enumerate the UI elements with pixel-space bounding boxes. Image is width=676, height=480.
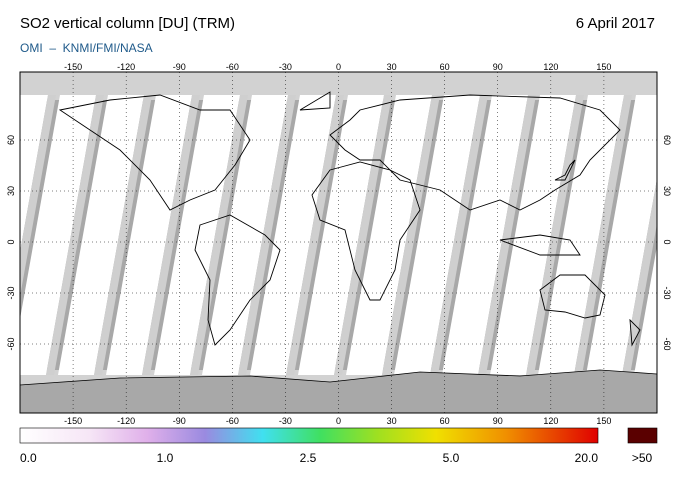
lon-label-bottom: -60 — [226, 416, 239, 426]
colorbar-label: 5.0 — [443, 451, 460, 465]
swath — [250, 95, 336, 375]
swath-edge — [286, 95, 344, 375]
swath — [634, 246, 657, 375]
lon-label-top: -30 — [279, 62, 292, 72]
swath-edge — [478, 95, 536, 375]
lon-label-top: 120 — [543, 62, 558, 72]
swath — [346, 95, 432, 375]
coastlines — [58, 91, 641, 347]
swath — [538, 95, 624, 375]
swath-edge — [238, 95, 296, 375]
colorbar-label: 1.0 — [157, 451, 174, 465]
colorbar — [19, 427, 599, 444]
lon-label-bottom: -150 — [64, 416, 82, 426]
swath — [442, 95, 528, 375]
title: SO2 vertical column [DU] (TRM) — [20, 15, 235, 32]
swath — [298, 95, 384, 375]
lat-label-right: 60 — [662, 135, 672, 145]
lon-label-top: 30 — [387, 62, 397, 72]
lon-label-top: 60 — [440, 62, 450, 72]
colorbar-label: 0.0 — [20, 451, 37, 465]
lon-label-bottom: -30 — [279, 416, 292, 426]
colorbar-overflow — [627, 427, 658, 444]
swath-edge — [46, 95, 104, 375]
credit: OMI – KNMI/FMI/NASA — [20, 41, 153, 55]
lon-label-top: 0 — [336, 62, 341, 72]
colorbar-overflow-label: >50 — [632, 451, 653, 465]
map — [20, 72, 657, 413]
map-ticks: -150 -150 -120 -120 -90 -90 -60 -60 -30 -30 0 0 30 30… — [6, 62, 672, 426]
lon-label-bottom: 150 — [596, 416, 611, 426]
swath — [154, 95, 240, 375]
date: 6 April 2017 — [576, 15, 655, 32]
swaths — [20, 95, 657, 375]
swath — [106, 95, 192, 375]
lon-label-top: 150 — [596, 62, 611, 72]
swath — [394, 95, 480, 375]
map-frame — [19, 71, 658, 414]
lon-label-bottom: 60 — [440, 416, 450, 426]
swath-edge — [382, 95, 440, 375]
lat-label-left: -60 — [6, 337, 16, 350]
lon-label-top: -90 — [173, 62, 186, 72]
colorbar-label: 2.5 — [300, 451, 317, 465]
lat-label-left: 30 — [6, 186, 16, 196]
lat-label-left: -30 — [6, 286, 16, 299]
lat-label-left: 0 — [6, 239, 16, 244]
swath-edge — [190, 95, 248, 375]
lat-label-right: 30 — [662, 186, 672, 196]
lon-label-top: 90 — [493, 62, 503, 72]
lat-label-left: 60 — [6, 135, 16, 145]
lon-label-bottom: 30 — [387, 416, 397, 426]
swath-edge — [334, 95, 392, 375]
swath — [58, 95, 144, 375]
swath-edge — [94, 95, 152, 375]
colorbar-label: 20.0 — [575, 451, 599, 465]
lon-label-top: -60 — [226, 62, 239, 72]
lon-label-bottom: 90 — [493, 416, 503, 426]
lon-label-bottom: -90 — [173, 416, 186, 426]
lon-label-bottom: -120 — [117, 416, 135, 426]
lon-label-bottom: 120 — [543, 416, 558, 426]
swath-edge — [574, 95, 632, 375]
lat-label-right: -60 — [662, 337, 672, 350]
lon-label-top: -150 — [64, 62, 82, 72]
lat-label-right: 0 — [662, 239, 672, 244]
lon-label-bottom: 0 — [336, 416, 341, 426]
lon-label-top: -120 — [117, 62, 135, 72]
colorbar-labels: 0.0 1.0 2.5 5.0 20.0 >50 — [20, 451, 653, 465]
swath — [202, 95, 288, 375]
graticule — [20, 72, 657, 413]
swath-edge — [20, 95, 56, 297]
swath — [20, 95, 96, 375]
lat-label-right: -30 — [662, 286, 672, 299]
swath-edge — [142, 95, 200, 375]
swath — [490, 95, 576, 375]
